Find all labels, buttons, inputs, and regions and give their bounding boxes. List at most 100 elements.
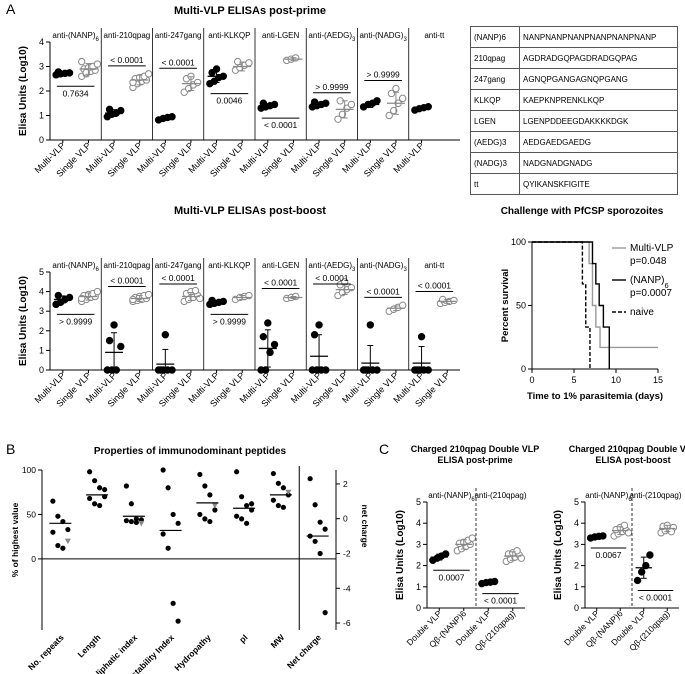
data-point — [261, 366, 270, 374]
p-value: 0.0007 — [439, 572, 465, 582]
data-point — [212, 507, 218, 513]
data-point — [266, 348, 274, 357]
data-point — [202, 483, 208, 489]
p-value: 0.7634 — [63, 88, 89, 98]
data-point — [259, 332, 268, 341]
p-value: < 0.0001 — [639, 592, 673, 602]
figure-a-top: A Multi-VLP ELISAs post-prime 0 1 2 3 4 Elisa U… — [0, 0, 470, 200]
panel-label-b: B — [6, 441, 15, 457]
y-tick-label: 5 — [574, 497, 579, 507]
legend-pvalue: p=0.0007 — [630, 288, 672, 299]
data-point — [197, 511, 203, 518]
panel-label: anti-247gang — [155, 261, 202, 270]
data-point — [322, 526, 328, 532]
peptide-name: (NANP)6 — [470, 26, 520, 48]
data-point — [599, 532, 607, 540]
data-point — [244, 520, 250, 526]
y-tick-label: 50 — [27, 509, 37, 519]
x-tick-label: Length — [75, 632, 102, 659]
data-point — [168, 113, 176, 121]
x-tick-label: 5 — [571, 375, 576, 385]
data-point — [322, 366, 330, 374]
data-point — [97, 502, 103, 509]
p-value: < 0.0001 — [110, 276, 144, 286]
data-point — [102, 486, 108, 493]
y2-tick-label: -6 — [343, 618, 351, 628]
data-point — [646, 551, 654, 559]
data-point — [490, 577, 499, 586]
chart-peptide-properties: B Properties of immunodominant peptides 0 5… — [6, 441, 370, 674]
data-point — [513, 547, 521, 555]
p-value: < 0.0001 — [110, 55, 144, 65]
data-point — [168, 366, 176, 374]
y-axis-label: % of highest value — [10, 502, 20, 577]
data-point — [110, 321, 118, 329]
peptide-sequence: NANPNANPNANPNANPNANPNANP — [519, 26, 678, 48]
p-value: 0.0067 — [596, 550, 622, 560]
x-tick-label: pI — [237, 632, 249, 644]
data-point — [450, 296, 458, 305]
chart-title: Multi-VLP ELISAs post-prime — [174, 5, 326, 17]
data-point — [133, 516, 139, 522]
y-axis-label: Elisa Units (Log10) — [553, 510, 564, 600]
data-point — [307, 476, 313, 482]
data-point — [60, 545, 66, 551]
y-tick-label: 2 — [39, 326, 44, 336]
y-tick-label: 1 — [574, 582, 579, 592]
data-point-triangle — [64, 538, 71, 545]
data-point — [424, 102, 432, 111]
data-point — [87, 469, 93, 475]
y-tick-label: 5 — [416, 497, 421, 507]
sequence-row: 247gang AGNQPGANGAGNQPGANG — [470, 68, 678, 90]
data-point — [207, 518, 213, 525]
data-point — [105, 336, 114, 345]
sequence-table: (NANP)6 NANPNANPNANPNANPNANPNANP 210qpag AG… — [470, 26, 678, 195]
legend-pvalue: p=0.048 — [630, 256, 667, 267]
x-tick-label: 10 — [611, 375, 621, 385]
panel-label: anti-tt — [424, 261, 445, 270]
panel-label: anti-LGEN — [262, 31, 300, 40]
panel-label: anti-(NADG)3 — [359, 261, 407, 273]
y2-tick-label: 0 — [343, 514, 348, 524]
y-tick-label: 0 — [521, 364, 526, 374]
p-value: < 0.0001 — [366, 286, 400, 296]
panel-label: anti-LGEN — [262, 261, 300, 270]
y-tick-label: 5 — [39, 267, 44, 277]
y-tick-label: 2 — [416, 561, 421, 571]
y-tick-label: 1 — [39, 111, 44, 121]
figure-c: C 0 1 2 3 4 5 Elisa Units (Log10) anti-(NANP)6 Do… — [375, 440, 685, 674]
data-point — [50, 498, 56, 504]
x-tick-label: 15 — [653, 375, 663, 385]
panel-label: anti-(210qpag) — [474, 491, 526, 500]
p-value: 0.0046 — [216, 96, 242, 106]
chart-elisa-prime: A Multi-VLP ELISAs post-prime 0 1 2 3 4 Elisa U… — [6, 1, 460, 179]
y-tick-label: 4 — [39, 287, 44, 297]
data-point — [249, 501, 255, 507]
sequence-row: (NANP)6 NANPNANPNANPNANPNANPNANP — [470, 26, 678, 48]
data-point — [160, 531, 166, 537]
y-tick-label: 2 — [574, 561, 579, 571]
y2-axis-label: net charge — [360, 505, 370, 548]
sequence-row: KLKQP KAEPKNPRENKLKQP — [470, 89, 678, 111]
panel-label-a: A — [6, 1, 16, 17]
data-point — [270, 470, 276, 477]
p-value: < 0.0001 — [315, 273, 349, 283]
peptide-sequence: NADGNADGNADG — [519, 152, 678, 174]
y-axis-label: Percent survival — [500, 269, 511, 342]
data-point — [92, 501, 98, 507]
y-axis-label: Elisa Units (Log10) — [18, 46, 29, 136]
chart-title: Challenge with PfCSP sporozoites — [501, 206, 664, 217]
data-point — [55, 542, 61, 549]
peptide-sequence: KAEPKNPRENKLKQP — [519, 89, 678, 111]
chart-elisa-boost: Multi-VLP ELISAs post-boost 0 1 2 3 4 5 Elisa U… — [18, 205, 460, 409]
sequence-row: (AEDG)3 AEDGAEDGAEDG — [470, 131, 678, 153]
chart-survival: Challenge with PfCSP sporozoites 0 50 100 0 5… — [500, 206, 674, 402]
y2-tick-label: 2 — [343, 479, 348, 489]
y-tick-label: 3 — [574, 539, 579, 549]
legend-label: naive — [630, 307, 654, 318]
y-tick-label: 1 — [416, 582, 421, 592]
data-point — [275, 502, 281, 509]
panel-label: anti-KLKQP — [208, 261, 250, 270]
data-point — [468, 534, 477, 542]
data-point — [334, 115, 342, 123]
